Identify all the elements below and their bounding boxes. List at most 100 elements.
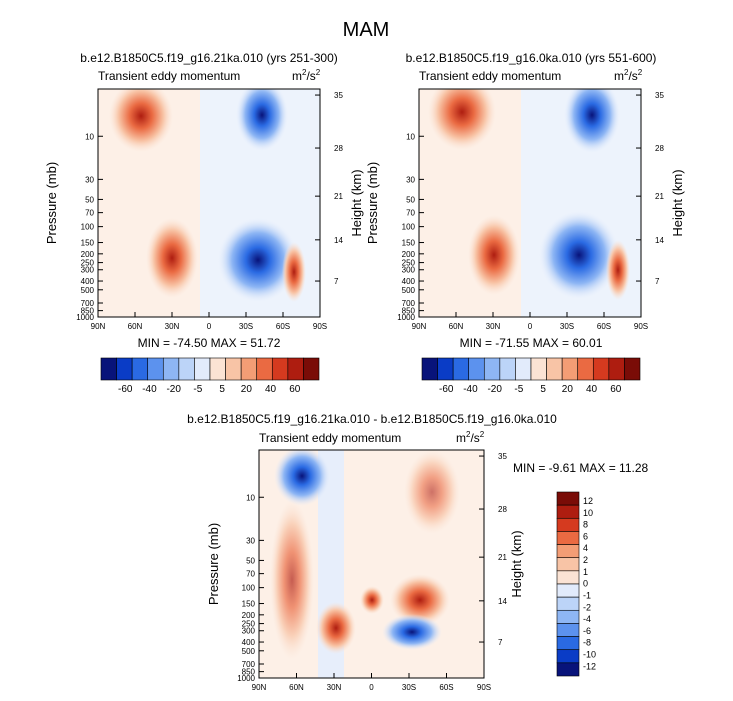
colorbar-label: -60 — [439, 384, 454, 395]
y-tick-label: 400 — [402, 277, 416, 286]
x-tick-label: 30S — [402, 683, 416, 692]
colorbar-label: 40 — [586, 384, 598, 395]
y-axis-label: Pressure (mb) — [365, 162, 380, 244]
y-tick-label: 1000 — [397, 313, 415, 322]
y-tick-label: 30 — [406, 175, 415, 184]
colorbar-swatch — [287, 357, 304, 381]
colorbar-swatch — [303, 357, 320, 381]
colorbar-swatch — [561, 357, 579, 381]
colorbar-swatch — [556, 649, 580, 664]
y-axis-label: Pressure (mb) — [206, 523, 221, 605]
colorbar-label: -40 — [142, 384, 157, 395]
y-tick-label: 50 — [406, 195, 415, 204]
panel-difference: b.e12.B1850C5.f19_g16.21ka.010 - b.e12.B… — [187, 412, 648, 692]
colorbar-swatch — [556, 504, 580, 519]
y-tick-label: 700 — [402, 299, 416, 308]
y-tick-label: 30 — [246, 536, 255, 545]
y-tick-label: 50 — [246, 556, 255, 565]
colorbar-swatch — [556, 570, 580, 585]
colorbar-swatch — [556, 517, 580, 532]
y-tick-label: 250 — [402, 259, 416, 268]
contour-field — [270, 450, 460, 678]
panel-left-label: Transient eddy momentum — [98, 69, 240, 83]
contour-jet-sh — [539, 211, 619, 299]
x-tick-label: 30N — [165, 322, 180, 331]
colorbar-swatch — [452, 357, 470, 381]
min-max-stats: MIN = -71.55 MAX = 60.01 — [460, 336, 603, 350]
colorbar-label: -6 — [583, 626, 591, 636]
colorbar-swatch — [556, 583, 580, 598]
colorbar: -60 -40 -20 -5 5 20 40 60 — [421, 357, 641, 395]
x-tick-label: 60S — [597, 322, 611, 331]
x-tick-label: 60S — [276, 322, 290, 331]
colorbar-swatch — [256, 357, 273, 381]
colorbar-label: 20 — [562, 384, 574, 395]
colorbar-label: 60 — [289, 384, 301, 395]
colorbar-swatch — [546, 357, 563, 381]
height-tick-label: 28 — [655, 144, 664, 153]
min-max-stats: MIN = -74.50 MAX = 51.72 — [138, 336, 281, 350]
colorbar-label: -10 — [583, 649, 596, 659]
contour-jet-nh-upper — [109, 89, 173, 152]
x-tick-label: 30N — [327, 683, 342, 692]
colorbar-label: 5 — [540, 384, 546, 395]
colorbar-swatch — [556, 636, 580, 651]
height-tick-label: 21 — [498, 553, 507, 562]
y-tick-label: 150 — [81, 239, 95, 248]
colorbar-label: -5 — [193, 384, 202, 395]
y-tick-label: 100 — [402, 223, 416, 232]
contour-sh-jet-pos — [390, 574, 450, 626]
contour-nh-pos — [270, 500, 314, 660]
contour-sh-jet-neg — [382, 614, 442, 650]
colorbar-label: 12 — [583, 496, 593, 506]
colorbar-label: 0 — [583, 579, 588, 589]
colorbar-swatch — [240, 357, 258, 381]
colorbar-swatch — [437, 357, 454, 381]
colorbar-swatch — [515, 357, 532, 381]
height-tick-label: 7 — [334, 277, 339, 286]
colorbar-label: 40 — [265, 384, 277, 395]
height-tick-label: 14 — [334, 236, 343, 245]
y-tick-label: 1000 — [237, 674, 255, 683]
y-tick-label: 400 — [242, 638, 256, 647]
y-axis-label: Pressure (mb) — [44, 162, 59, 244]
colorbar: -60 -40 -20 -5 5 20 40 60 — [100, 357, 320, 395]
y-tick-label: 500 — [402, 286, 416, 295]
units-label: m2/s2 — [292, 68, 321, 83]
contour-jet-sh — [218, 218, 298, 302]
height-tick-label: 21 — [655, 192, 664, 201]
height-tick-label: 7 — [655, 277, 660, 286]
y-tick-label: 70 — [406, 209, 415, 218]
colorbar-swatch — [483, 357, 501, 381]
colorbar-label: -20 — [487, 384, 502, 395]
panel-21ka: b.e12.B1850C5.f19_g16.21ka.010 (yrs 251-… — [44, 51, 364, 395]
height-tick-label: 35 — [334, 91, 343, 100]
contour-jet-nh-upper — [428, 89, 496, 150]
colorbar-label: 6 — [583, 531, 588, 541]
height-tick-label: 7 — [498, 638, 503, 647]
y-tick-label: 850 — [242, 668, 256, 677]
colorbar-swatch — [147, 357, 164, 381]
colorbar-swatch — [608, 357, 625, 381]
height-tick-label: 28 — [334, 144, 343, 153]
colorbar-swatch — [225, 357, 242, 381]
y-tick-label: 100 — [81, 223, 95, 232]
colorbar-swatch — [556, 623, 580, 637]
y-tick-label: 150 — [402, 239, 416, 248]
contour-jet-nh — [146, 218, 198, 298]
panel-left-label: Transient eddy momentum — [419, 69, 561, 83]
y-tick-label: 700 — [81, 299, 95, 308]
contour-field — [428, 89, 641, 317]
colorbar-label: -4 — [583, 614, 591, 624]
colorbar-label: -12 — [583, 661, 596, 671]
x-tick-label: 90N — [91, 322, 106, 331]
colorbar-label: -5 — [514, 384, 523, 395]
height-tick-label: 14 — [655, 236, 664, 245]
x-tick-label: 0 — [528, 322, 533, 331]
contour-sh-polar — [282, 242, 306, 302]
y-tick-label: 500 — [242, 647, 256, 656]
colorbar-swatch — [556, 491, 580, 506]
x-tick-label: 30S — [560, 322, 574, 331]
